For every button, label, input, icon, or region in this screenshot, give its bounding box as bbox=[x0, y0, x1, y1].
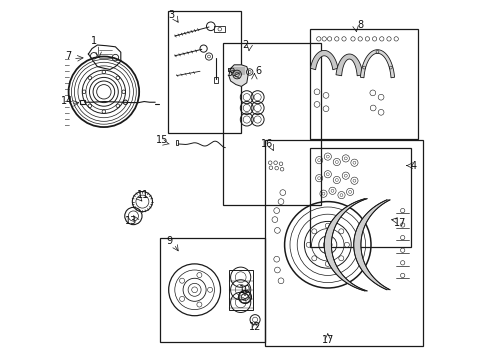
Bar bbox=[160, 238, 265, 342]
Text: 10: 10 bbox=[239, 285, 251, 295]
Bar bbox=[310, 148, 411, 247]
Polygon shape bbox=[354, 200, 390, 290]
Bar bbox=[265, 140, 423, 346]
Polygon shape bbox=[229, 65, 248, 86]
Bar bbox=[168, 11, 242, 133]
Text: 11: 11 bbox=[137, 190, 149, 200]
Circle shape bbox=[233, 70, 242, 79]
Text: 1: 1 bbox=[91, 36, 97, 46]
Bar bbox=[215, 77, 218, 83]
Text: 3: 3 bbox=[168, 10, 174, 21]
Text: 2: 2 bbox=[242, 40, 248, 50]
Bar bbox=[176, 140, 178, 145]
Polygon shape bbox=[360, 50, 394, 78]
Text: 17: 17 bbox=[321, 335, 334, 345]
Text: 17: 17 bbox=[394, 218, 407, 228]
Text: 9: 9 bbox=[166, 236, 172, 246]
Polygon shape bbox=[324, 199, 367, 291]
Text: 5: 5 bbox=[226, 68, 233, 78]
Text: 8: 8 bbox=[357, 20, 363, 30]
Text: 6: 6 bbox=[256, 66, 262, 76]
Bar bbox=[223, 43, 320, 205]
Bar bbox=[80, 100, 85, 104]
Text: 16: 16 bbox=[261, 139, 273, 149]
Text: 15: 15 bbox=[156, 135, 169, 145]
Text: 12: 12 bbox=[249, 321, 261, 332]
Bar bbox=[310, 29, 418, 139]
Polygon shape bbox=[311, 50, 338, 70]
Text: 13: 13 bbox=[125, 216, 137, 226]
Bar bbox=[229, 270, 253, 310]
Text: 7: 7 bbox=[66, 51, 72, 61]
Polygon shape bbox=[336, 54, 363, 76]
Text: 14: 14 bbox=[61, 96, 73, 106]
Bar bbox=[215, 26, 225, 32]
Text: 4: 4 bbox=[411, 161, 416, 171]
